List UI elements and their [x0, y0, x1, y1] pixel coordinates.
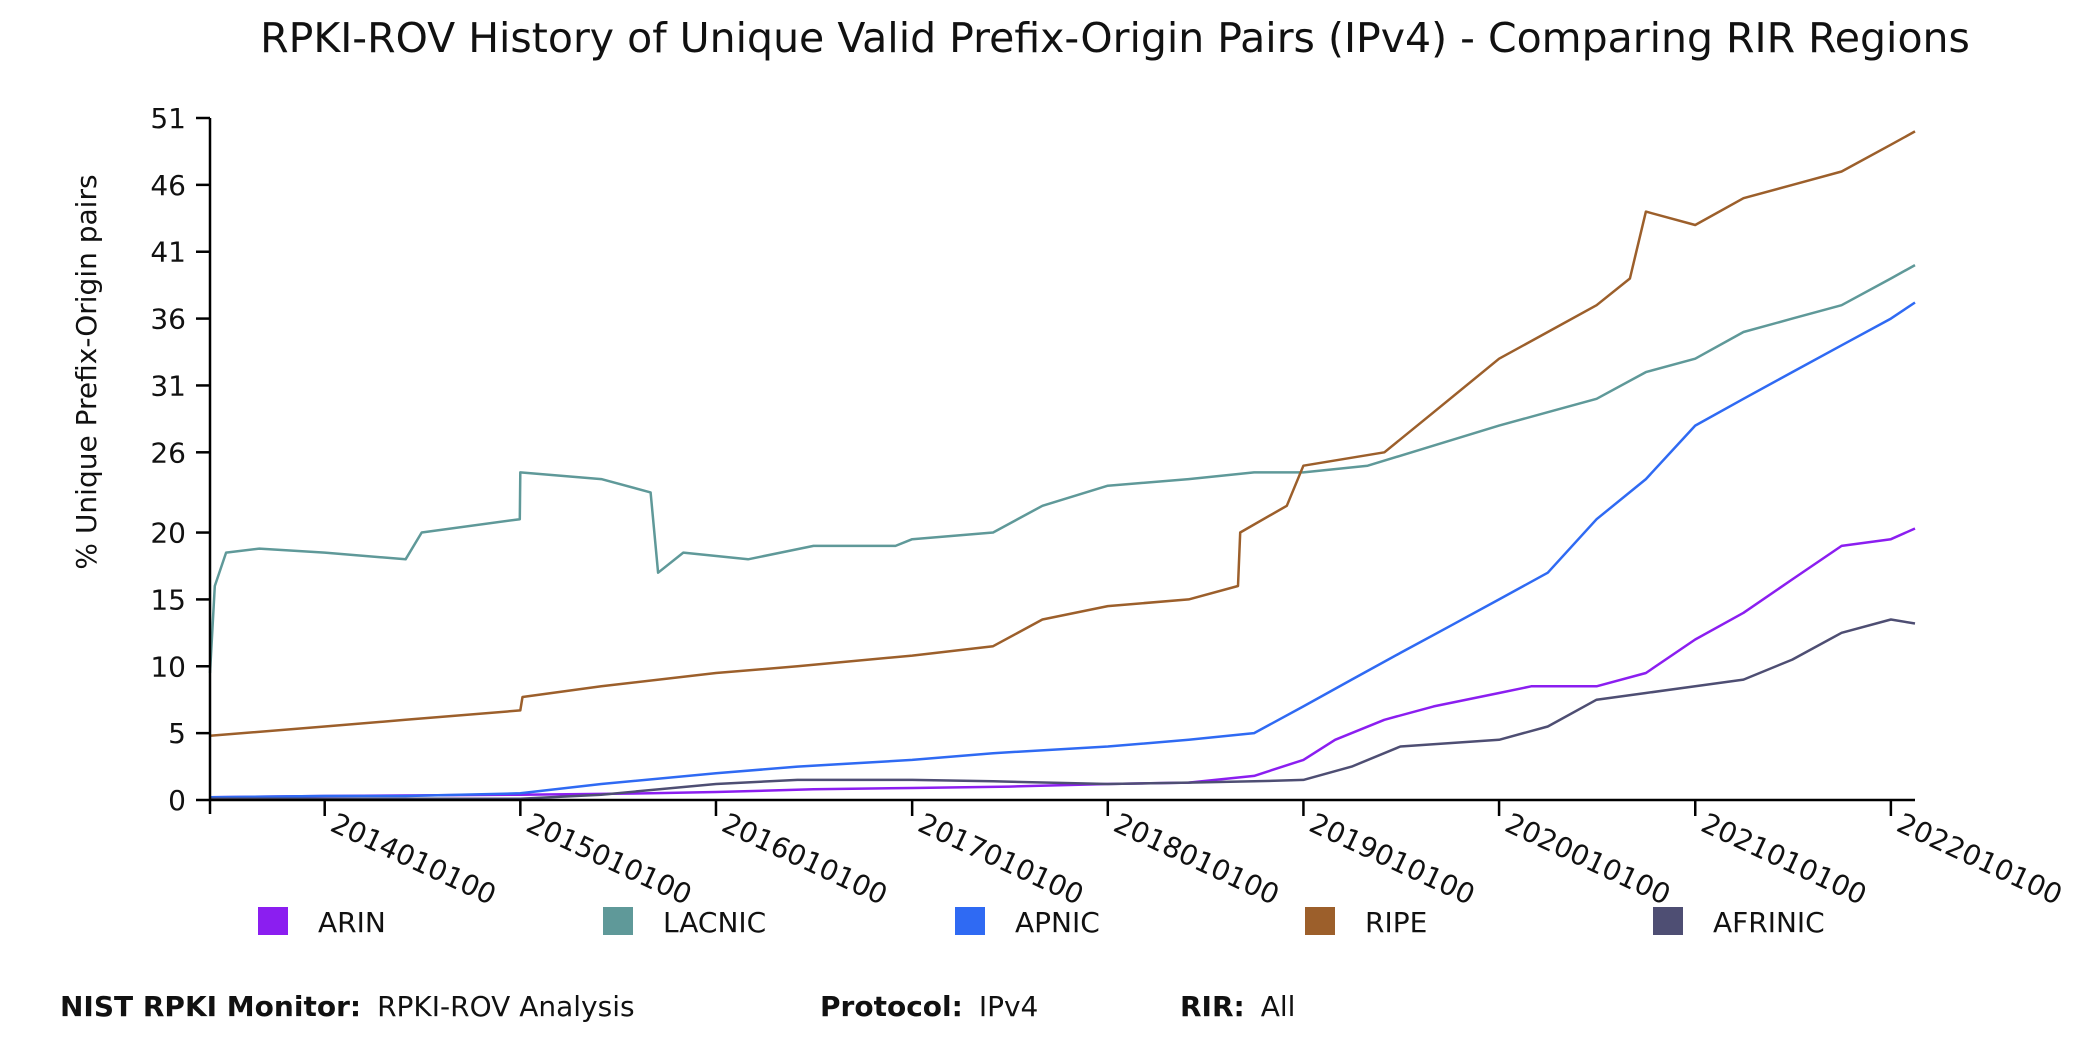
footer-protocol-label: Protocol:: [820, 990, 963, 1023]
footer-rir-label: RIR:: [1180, 990, 1245, 1023]
legend-swatch-ripe: [1305, 907, 1335, 935]
plot-lines: [208, 130, 1916, 800]
series-line-afrinic: [210, 618, 1916, 800]
legend-label-arin: ARIN: [318, 906, 386, 939]
x-tick-label: 2015010100: [521, 806, 696, 911]
footer-monitor: NIST RPKI Monitor: RPKI-ROV Analysis: [60, 990, 635, 1023]
legend-swatch-apnic: [955, 907, 985, 935]
footer-monitor-label: NIST RPKI Monitor:: [60, 990, 362, 1023]
y-tick-label: 15: [150, 583, 186, 616]
legend-label-apnic: APNIC: [1015, 906, 1100, 939]
y-tick-label: 36: [150, 303, 186, 336]
footer-rir-value: All: [1260, 990, 1296, 1023]
y-tick-label: 26: [150, 436, 186, 469]
chart-title: RPKI-ROV History of Unique Valid Prefix-…: [260, 14, 1970, 62]
legend-label-ripe: RIPE: [1365, 906, 1427, 939]
y-tick-label: 20: [150, 517, 186, 550]
y-tick-label: 10: [150, 650, 186, 683]
footer: NIST RPKI Monitor: RPKI-ROV Analysis Prot…: [60, 990, 1960, 1030]
x-tick-label: 2018010100: [1109, 806, 1284, 911]
series-line-lacnic: [208, 264, 1916, 674]
legend-label-lacnic: LACNIC: [663, 906, 766, 939]
series-line-ripe: [209, 130, 1916, 738]
y-tick-label: 46: [150, 169, 186, 202]
legend-swatch-lacnic: [603, 907, 633, 935]
legend: ARIN LACNIC APNIC RIPE AFRINIC: [258, 906, 1825, 939]
x-tick-label: 2017010100: [913, 806, 1088, 911]
x-tick-label: 2020010100: [1500, 806, 1675, 911]
x-tick-label: 2021010100: [1696, 806, 1871, 911]
y-tick-label: 31: [150, 369, 186, 402]
y-tick-label: 5: [168, 717, 186, 750]
footer-rir: RIR: All: [1180, 990, 1295, 1023]
axes: 0 5 10 15 20 26 31 36 41 46 51 2014010100 2015010100…: [150, 102, 2067, 912]
legend-label-afrinic: AFRINIC: [1713, 906, 1825, 939]
legend-swatch-afrinic: [1653, 907, 1683, 935]
y-tick-label: 0: [168, 784, 186, 817]
series-line-apnic: [209, 301, 1916, 799]
y-axis-label: % Unique Prefix-Origin pairs: [70, 174, 103, 569]
series-line-arin: [209, 527, 1916, 799]
legend-swatch-arin: [258, 907, 288, 935]
y-tick-label: 41: [150, 236, 186, 269]
x-tick-label: 2014010100: [326, 806, 501, 911]
x-tick-label: 2016010100: [717, 806, 892, 911]
x-tick-label: 2019010100: [1304, 806, 1479, 911]
footer-protocol-value: IPv4: [978, 990, 1039, 1023]
footer-protocol: Protocol: IPv4: [820, 990, 1038, 1023]
x-tick-label: 2022010100: [1892, 806, 2067, 911]
y-tick-label: 51: [150, 102, 186, 135]
footer-monitor-value: RPKI-ROV Analysis: [377, 990, 635, 1023]
